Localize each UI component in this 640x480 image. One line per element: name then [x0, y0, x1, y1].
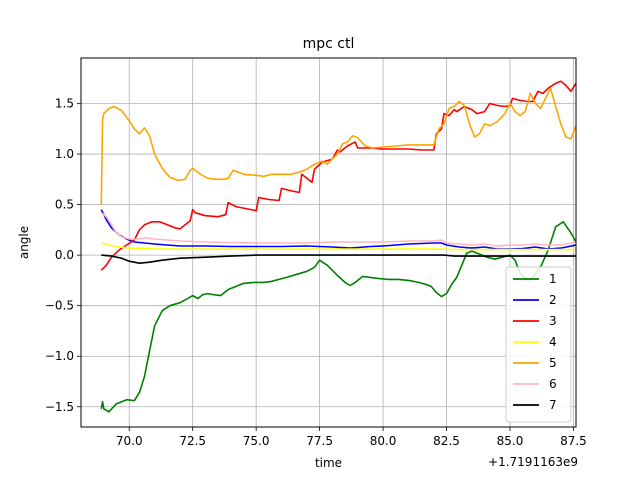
legend-label-5: 5 [549, 356, 557, 370]
legend-label-3: 3 [549, 314, 557, 328]
legend-label-7: 7 [549, 398, 557, 412]
axis-ticks: 70.0 72.5 75.0 77.5 80.0 82.5 85.0 87.5−1.5−1.0… [45, 96, 587, 448]
x-tick-label: 70.0 [116, 434, 143, 448]
y-axis-label: angle [17, 226, 31, 259]
x-tick-label: 87.5 [560, 434, 587, 448]
y-tick-label: 1.0 [55, 147, 74, 161]
x-tick-label: 72.5 [179, 434, 206, 448]
x-axis-offset-label: +1.7191163e9 [488, 455, 578, 469]
series-line-6 [100, 212, 576, 247]
y-tick-label: 0.5 [55, 198, 74, 212]
legend-label-4: 4 [549, 335, 557, 349]
y-tick-label: −0.5 [45, 299, 74, 313]
x-axis-label: time [315, 456, 342, 470]
x-tick-label: 75.0 [243, 434, 270, 448]
series-lines [100, 80, 576, 413]
legend-label-2: 2 [549, 293, 557, 307]
legend: 1 2 3 4 5 6 7 [505, 266, 572, 423]
series-line-4 [101, 242, 576, 251]
legend-box [505, 266, 572, 423]
plot-frame [80, 57, 577, 428]
chart-title: mpc ctl [303, 36, 355, 52]
y-tick-label: −1.0 [45, 349, 74, 363]
series-line-7 [101, 254, 576, 265]
y-tick-label: 1.5 [55, 96, 74, 110]
series-line-1 [100, 221, 576, 413]
y-tick-label: −1.5 [45, 400, 74, 414]
series-line-5 [100, 87, 576, 205]
x-tick-label: 85.0 [497, 434, 524, 448]
legend-label-1: 1 [549, 272, 557, 286]
legend-label-6: 6 [549, 377, 557, 391]
x-tick-label: 77.5 [306, 434, 333, 448]
series-line-3 [100, 80, 576, 271]
x-tick-label: 80.0 [370, 434, 397, 448]
y-tick-label: 0.0 [55, 248, 74, 262]
grid [81, 58, 576, 427]
x-tick-label: 82.5 [433, 434, 460, 448]
